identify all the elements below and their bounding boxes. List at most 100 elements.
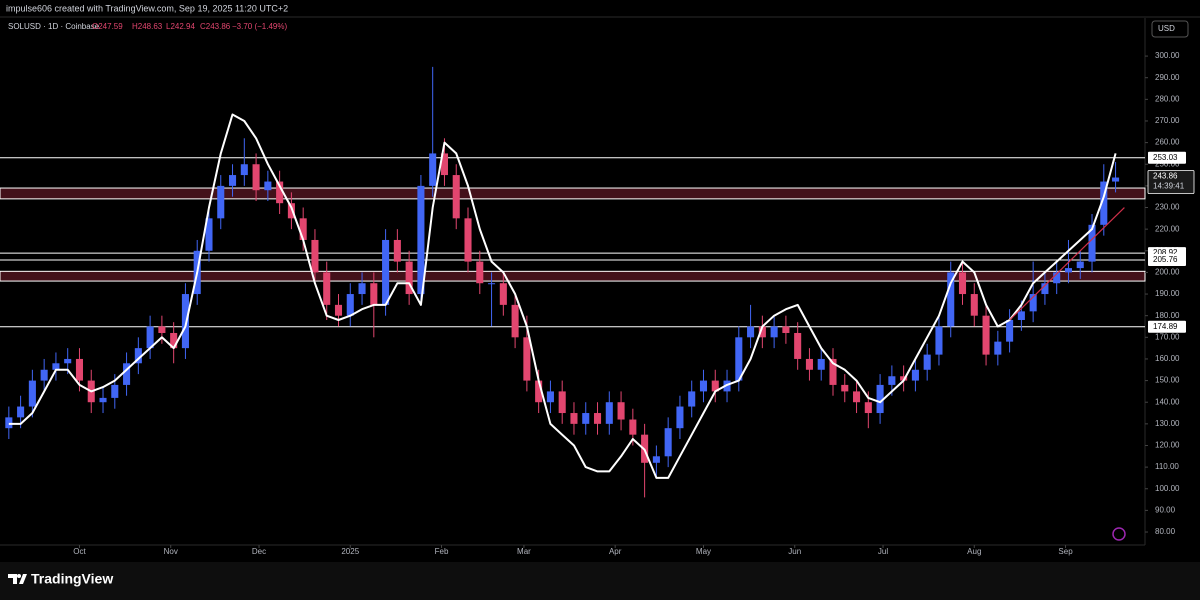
candle-body xyxy=(605,402,613,424)
candle-body xyxy=(747,326,755,338)
candle-body xyxy=(511,304,519,338)
y-tick-label: 80.00 xyxy=(1155,527,1176,536)
candle-body xyxy=(370,283,378,305)
plot-area xyxy=(0,66,1146,498)
candle-body xyxy=(535,380,543,403)
candle-body xyxy=(841,384,849,392)
level-label: 208.92 xyxy=(1153,248,1178,257)
candle-body xyxy=(582,413,590,424)
candle-body xyxy=(240,164,248,176)
zone xyxy=(0,270,1146,282)
candle-body xyxy=(664,428,672,457)
candle-body xyxy=(476,261,484,284)
candle-body xyxy=(617,402,625,420)
candle-body xyxy=(970,294,978,316)
candle-body xyxy=(52,363,60,370)
y-tick-label: 260.00 xyxy=(1155,138,1180,147)
x-tick-label: May xyxy=(696,547,711,556)
candle-body xyxy=(864,402,872,414)
candle-body xyxy=(452,175,460,219)
candle-body xyxy=(311,239,319,273)
x-tick-label: Dec xyxy=(252,547,266,556)
y-tick-label: 90.00 xyxy=(1155,505,1176,514)
logo xyxy=(8,574,27,584)
candle-body xyxy=(688,391,696,407)
candle-body xyxy=(217,185,225,219)
candle-body xyxy=(876,384,884,414)
x-tick-label: Aug xyxy=(967,547,981,556)
candle-body xyxy=(323,272,331,305)
candle-body xyxy=(900,376,908,381)
candle-body xyxy=(499,283,507,305)
candle-body xyxy=(75,358,84,381)
candle-body xyxy=(829,358,837,385)
y-tick-label: 230.00 xyxy=(1155,203,1180,212)
candle-body xyxy=(346,294,354,316)
candle-body xyxy=(1006,320,1014,342)
candle-body xyxy=(229,175,237,186)
footer-bar xyxy=(0,562,1200,600)
level-label-box xyxy=(1148,151,1186,164)
candle-body xyxy=(358,283,366,295)
candle-body xyxy=(17,406,25,418)
candle-body xyxy=(334,304,343,316)
zone xyxy=(0,187,1146,200)
candle-body xyxy=(853,391,861,403)
candle-body xyxy=(64,358,72,364)
currency-button[interactable] xyxy=(1151,20,1189,38)
ohlc-low: L242.94 xyxy=(166,22,195,31)
candle-body xyxy=(287,203,295,219)
candle-body xyxy=(264,181,272,191)
x-tick-label: Jul xyxy=(878,547,888,556)
candle-body xyxy=(1053,272,1061,284)
candle-body xyxy=(111,384,119,398)
candle-body xyxy=(417,185,425,295)
y-tick-label: 170.00 xyxy=(1155,332,1180,341)
candle-body xyxy=(429,153,437,186)
ohlc-open: O247.59 xyxy=(92,22,123,31)
candle-body xyxy=(546,391,554,403)
replay-icon[interactable] xyxy=(1112,527,1126,541)
y-tick-label: 220.00 xyxy=(1155,224,1180,233)
candle-body xyxy=(923,354,931,370)
candle-body xyxy=(735,337,743,381)
candle-body xyxy=(794,332,802,359)
currency: USD xyxy=(1158,24,1175,33)
moving-average xyxy=(8,113,1117,479)
level-label-box xyxy=(1148,320,1186,333)
candle-body xyxy=(935,326,943,355)
candle-body xyxy=(181,294,189,349)
candle-body xyxy=(1041,283,1049,295)
candle-body xyxy=(5,417,13,429)
candle-body xyxy=(158,326,166,333)
candle-body xyxy=(523,337,531,381)
brand: TradingView xyxy=(31,571,113,587)
candle-body xyxy=(1100,181,1108,225)
creator-line: impulse606 created with TradingView.com,… xyxy=(6,3,288,13)
candle-body xyxy=(252,164,260,191)
candle-body xyxy=(1076,261,1084,269)
candle-body xyxy=(570,413,578,424)
candle-body xyxy=(888,376,896,385)
y-tick-label: 150.00 xyxy=(1155,376,1180,385)
y-tick-label: 290.00 xyxy=(1155,73,1180,82)
y-tick-label: 140.00 xyxy=(1155,397,1180,406)
candle-body xyxy=(994,341,1002,355)
ohlc-high: H248.63 xyxy=(132,22,163,31)
candle-body xyxy=(676,406,684,429)
last-price-box xyxy=(1147,170,1195,194)
candle-body xyxy=(911,369,919,381)
candle-body xyxy=(40,369,48,381)
candle-body xyxy=(629,419,637,435)
level-label: 205.76 xyxy=(1153,255,1178,264)
candle-body xyxy=(958,272,967,295)
candle-body xyxy=(593,413,602,424)
candle-body xyxy=(99,397,107,403)
x-tick-label: Mar xyxy=(517,547,531,556)
candle-body xyxy=(123,363,131,385)
trendline xyxy=(1009,207,1125,321)
level-label: 174.89 xyxy=(1153,322,1178,331)
x-tick-label: Sep xyxy=(1058,547,1073,556)
